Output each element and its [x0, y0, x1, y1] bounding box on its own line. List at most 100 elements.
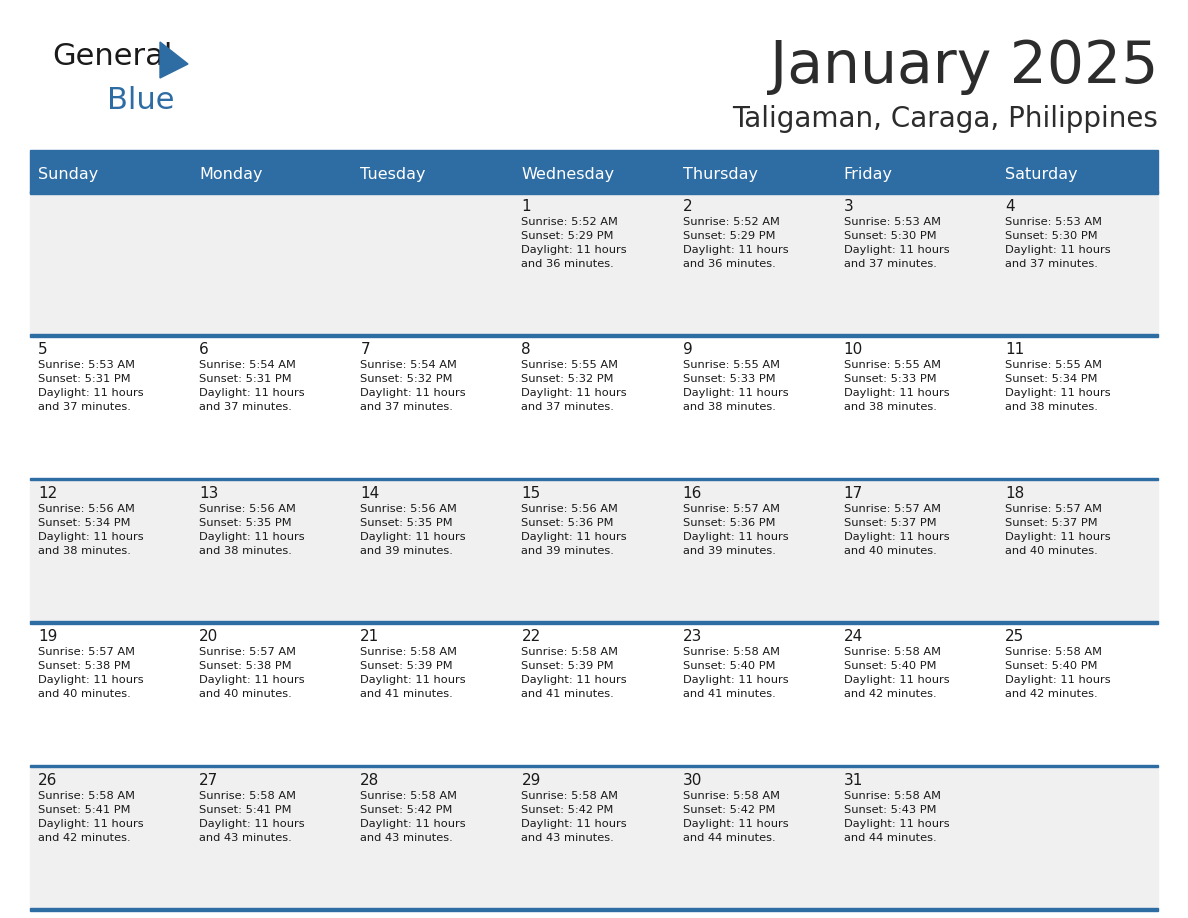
Text: Daylight: 11 hours: Daylight: 11 hours	[360, 676, 466, 685]
Text: Daylight: 11 hours: Daylight: 11 hours	[38, 819, 144, 829]
Text: Sunset: 5:38 PM: Sunset: 5:38 PM	[38, 661, 131, 671]
Text: Sunset: 5:29 PM: Sunset: 5:29 PM	[683, 231, 775, 241]
Text: and 43 minutes.: and 43 minutes.	[360, 833, 453, 843]
Text: 18: 18	[1005, 486, 1024, 501]
Bar	[30, 767, 1158, 910]
Text: 23: 23	[683, 629, 702, 644]
Text: Saturday: Saturday	[1005, 166, 1078, 182]
Text: Sunset: 5:34 PM: Sunset: 5:34 PM	[38, 518, 131, 528]
Text: Daylight: 11 hours: Daylight: 11 hours	[522, 245, 627, 255]
Text: and 37 minutes.: and 37 minutes.	[38, 402, 131, 412]
Text: and 39 minutes.: and 39 minutes.	[683, 546, 776, 555]
Text: 29: 29	[522, 773, 541, 788]
Text: Daylight: 11 hours: Daylight: 11 hours	[683, 532, 788, 542]
Text: and 38 minutes.: and 38 minutes.	[683, 402, 776, 412]
Text: Sunrise: 5:57 AM: Sunrise: 5:57 AM	[200, 647, 296, 657]
Text: Sunrise: 5:52 AM: Sunrise: 5:52 AM	[522, 217, 618, 227]
Text: Thursday: Thursday	[683, 166, 758, 182]
Text: Sunset: 5:42 PM: Sunset: 5:42 PM	[360, 804, 453, 814]
Text: 7: 7	[360, 342, 369, 357]
Text: Sunrise: 5:58 AM: Sunrise: 5:58 AM	[1005, 647, 1101, 657]
Text: Daylight: 11 hours: Daylight: 11 hours	[683, 245, 788, 255]
Text: General: General	[52, 42, 172, 71]
Bar	[30, 480, 1158, 623]
Text: Sunset: 5:39 PM: Sunset: 5:39 PM	[522, 661, 614, 671]
Text: and 40 minutes.: and 40 minutes.	[1005, 546, 1098, 555]
Bar	[513, 155, 675, 193]
Text: Sunset: 5:31 PM: Sunset: 5:31 PM	[38, 375, 131, 385]
Text: Sunset: 5:39 PM: Sunset: 5:39 PM	[360, 661, 453, 671]
Text: Sunset: 5:31 PM: Sunset: 5:31 PM	[200, 375, 292, 385]
Text: Daylight: 11 hours: Daylight: 11 hours	[200, 388, 305, 398]
Text: Daylight: 11 hours: Daylight: 11 hours	[200, 676, 305, 685]
Text: 3: 3	[843, 199, 853, 214]
Text: and 39 minutes.: and 39 minutes.	[360, 546, 453, 555]
Text: Sunrise: 5:58 AM: Sunrise: 5:58 AM	[843, 790, 941, 800]
Text: Sunrise: 5:54 AM: Sunrise: 5:54 AM	[360, 361, 457, 370]
Text: Sunset: 5:43 PM: Sunset: 5:43 PM	[843, 804, 936, 814]
Text: Daylight: 11 hours: Daylight: 11 hours	[843, 532, 949, 542]
Text: Sunset: 5:38 PM: Sunset: 5:38 PM	[200, 661, 292, 671]
Text: Daylight: 11 hours: Daylight: 11 hours	[1005, 676, 1111, 685]
Text: Daylight: 11 hours: Daylight: 11 hours	[522, 532, 627, 542]
Text: Sunday: Sunday	[38, 166, 99, 182]
Text: Sunrise: 5:58 AM: Sunrise: 5:58 AM	[683, 790, 779, 800]
Text: Sunset: 5:37 PM: Sunset: 5:37 PM	[843, 518, 936, 528]
Text: Sunrise: 5:53 AM: Sunrise: 5:53 AM	[843, 217, 941, 227]
Text: and 37 minutes.: and 37 minutes.	[843, 259, 936, 269]
Text: and 40 minutes.: and 40 minutes.	[38, 689, 131, 700]
Text: Sunset: 5:33 PM: Sunset: 5:33 PM	[843, 375, 936, 385]
Text: Sunrise: 5:53 AM: Sunrise: 5:53 AM	[38, 361, 135, 370]
Text: and 38 minutes.: and 38 minutes.	[200, 546, 292, 555]
Text: Daylight: 11 hours: Daylight: 11 hours	[522, 676, 627, 685]
Text: and 43 minutes.: and 43 minutes.	[522, 833, 614, 843]
Text: 25: 25	[1005, 629, 1024, 644]
Text: Sunset: 5:35 PM: Sunset: 5:35 PM	[200, 518, 292, 528]
Text: 21: 21	[360, 629, 379, 644]
Bar	[835, 155, 997, 193]
Text: 26: 26	[38, 773, 57, 788]
Text: 10: 10	[843, 342, 862, 357]
Text: 28: 28	[360, 773, 379, 788]
Text: Sunrise: 5:55 AM: Sunrise: 5:55 AM	[522, 361, 619, 370]
Text: 12: 12	[38, 486, 57, 501]
Text: Sunrise: 5:55 AM: Sunrise: 5:55 AM	[843, 361, 941, 370]
Text: Sunrise: 5:57 AM: Sunrise: 5:57 AM	[683, 504, 779, 514]
Text: Sunset: 5:33 PM: Sunset: 5:33 PM	[683, 375, 776, 385]
Text: and 44 minutes.: and 44 minutes.	[683, 833, 776, 843]
Text: and 41 minutes.: and 41 minutes.	[683, 689, 776, 700]
Text: Sunset: 5:30 PM: Sunset: 5:30 PM	[1005, 231, 1098, 241]
Text: Sunset: 5:42 PM: Sunset: 5:42 PM	[522, 804, 614, 814]
Text: and 44 minutes.: and 44 minutes.	[843, 833, 936, 843]
Text: Wednesday: Wednesday	[522, 166, 614, 182]
Text: and 36 minutes.: and 36 minutes.	[683, 259, 776, 269]
Text: Sunset: 5:36 PM: Sunset: 5:36 PM	[522, 518, 614, 528]
Text: Daylight: 11 hours: Daylight: 11 hours	[360, 819, 466, 829]
Bar	[30, 334, 1158, 337]
Bar	[30, 155, 191, 193]
Polygon shape	[160, 42, 188, 78]
Text: 1: 1	[522, 199, 531, 214]
Text: Daylight: 11 hours: Daylight: 11 hours	[38, 532, 144, 542]
Text: and 42 minutes.: and 42 minutes.	[38, 833, 131, 843]
Text: and 43 minutes.: and 43 minutes.	[200, 833, 292, 843]
Text: 16: 16	[683, 486, 702, 501]
Text: Friday: Friday	[843, 166, 892, 182]
Text: Sunset: 5:30 PM: Sunset: 5:30 PM	[843, 231, 936, 241]
Text: 27: 27	[200, 773, 219, 788]
Text: Sunset: 5:32 PM: Sunset: 5:32 PM	[522, 375, 614, 385]
Text: 30: 30	[683, 773, 702, 788]
Text: Sunrise: 5:56 AM: Sunrise: 5:56 AM	[522, 504, 618, 514]
Text: 2: 2	[683, 199, 693, 214]
Text: Daylight: 11 hours: Daylight: 11 hours	[360, 388, 466, 398]
Text: Daylight: 11 hours: Daylight: 11 hours	[360, 532, 466, 542]
Bar	[30, 191, 1158, 194]
Text: Sunrise: 5:58 AM: Sunrise: 5:58 AM	[360, 647, 457, 657]
Text: Sunset: 5:41 PM: Sunset: 5:41 PM	[38, 804, 131, 814]
Bar	[191, 155, 353, 193]
Text: 19: 19	[38, 629, 57, 644]
Text: Sunset: 5:32 PM: Sunset: 5:32 PM	[360, 375, 453, 385]
Text: 22: 22	[522, 629, 541, 644]
Bar	[30, 336, 1158, 480]
Text: Daylight: 11 hours: Daylight: 11 hours	[1005, 245, 1111, 255]
